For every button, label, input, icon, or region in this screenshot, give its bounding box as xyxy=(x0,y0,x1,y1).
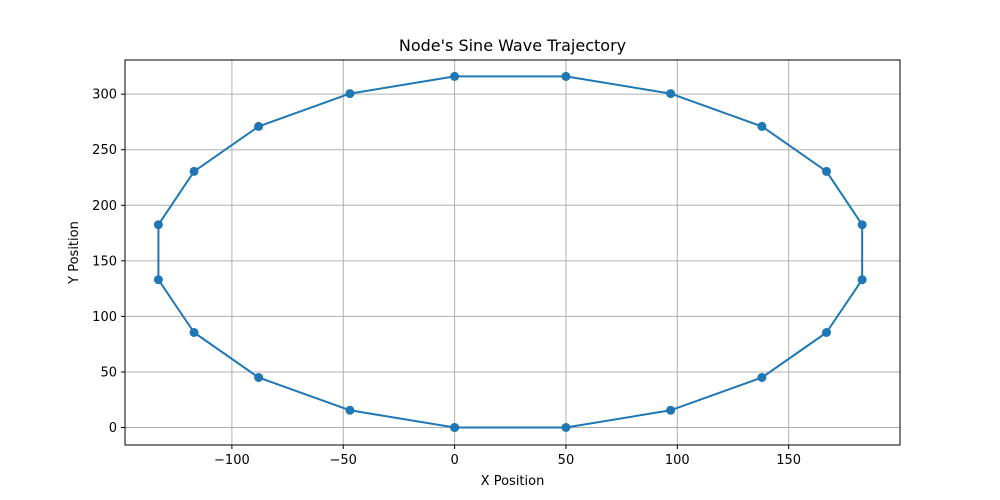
y-tick-label: 300 xyxy=(92,88,117,103)
y-tick-label: 250 xyxy=(92,143,117,158)
data-point-marker xyxy=(153,275,163,285)
data-point-marker xyxy=(561,423,571,432)
data-point-marker xyxy=(254,373,264,382)
data-point-marker xyxy=(561,71,571,81)
line-layer xyxy=(157,75,864,429)
x-tick-label: 0 xyxy=(450,453,458,468)
data-point-marker xyxy=(757,121,767,131)
data-point-marker xyxy=(450,423,460,432)
series-line xyxy=(157,75,864,429)
y-tick-label: 150 xyxy=(92,254,117,269)
data-point-marker xyxy=(857,275,867,285)
tick-layer: −100 −50 0 50 100 150 0 50 100 150 200 250 300 xyxy=(92,88,801,468)
grid-layer xyxy=(125,60,900,445)
y-tick-label: 50 xyxy=(100,365,117,380)
x-tick-label: 150 xyxy=(776,453,801,468)
data-point-marker xyxy=(666,405,676,415)
data-point-marker xyxy=(450,71,460,81)
data-point-marker xyxy=(345,89,355,99)
x-tick-label: 100 xyxy=(665,453,690,468)
data-point-marker xyxy=(822,328,832,337)
data-point-marker xyxy=(189,328,199,337)
plot-area-frame xyxy=(124,59,901,446)
y-axis-label: Y Position xyxy=(67,221,82,285)
marker-layer xyxy=(153,71,867,432)
chart-title: Node's Sine Wave Trajectory xyxy=(399,36,626,55)
data-point-marker xyxy=(254,121,264,131)
data-point-marker xyxy=(345,405,355,415)
y-tick-label: 0 xyxy=(109,421,117,436)
data-point-marker xyxy=(153,220,163,230)
data-point-marker xyxy=(857,220,867,230)
data-point-marker xyxy=(757,373,767,382)
x-tick-label: −50 xyxy=(330,453,357,468)
y-tick-label: 200 xyxy=(92,199,117,214)
data-point-marker xyxy=(189,166,199,176)
x-tick-label: 50 xyxy=(558,453,575,468)
data-point-marker xyxy=(822,166,832,176)
x-axis-label: X Position xyxy=(481,474,545,489)
data-point-marker xyxy=(666,89,676,99)
x-tick-label: −100 xyxy=(214,453,250,468)
y-tick-label: 100 xyxy=(92,310,117,325)
